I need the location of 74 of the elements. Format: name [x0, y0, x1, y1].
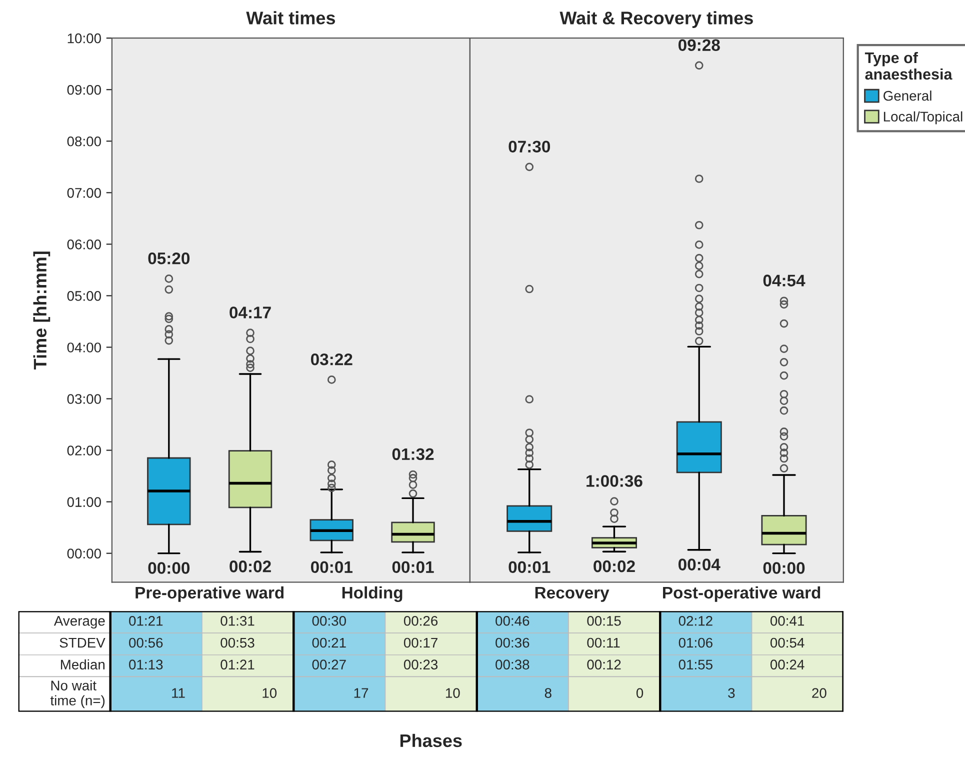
- y-axis-title: Time [hh:mm]: [33, 252, 50, 370]
- text: 00:38: [496, 660, 530, 670]
- text: 00:46: [496, 616, 530, 626]
- text: 00:15: [587, 616, 621, 626]
- chart-title: Wait & Recovery times: [560, 11, 753, 28]
- annotation: 1:00:36: [586, 475, 642, 487]
- text: 00:17: [404, 638, 438, 648]
- legend-label: General: [884, 90, 932, 101]
- y-tick-label: 10:00: [68, 33, 101, 44]
- text: 0: [636, 688, 644, 698]
- text: 01:06: [678, 638, 712, 648]
- y-tick-label: 00:00: [67, 548, 101, 558]
- text: 10: [446, 688, 460, 698]
- y-tick-label: 08:00: [67, 136, 101, 146]
- text: 17: [354, 688, 368, 698]
- annotation: 00:00: [763, 562, 805, 574]
- text: 00:21: [312, 638, 346, 648]
- text: 00:26: [404, 616, 438, 626]
- annotation: 05:20: [148, 252, 190, 264]
- text: 01:21: [129, 616, 163, 626]
- x-tick-label: Pre-operative ward: [136, 586, 284, 602]
- x-tick-label: Recovery: [535, 586, 610, 602]
- annotation: 04:54: [763, 274, 806, 286]
- text: 01:13: [129, 660, 163, 670]
- text: 10: [262, 688, 277, 698]
- category-label: Median: [60, 659, 104, 670]
- legend-label: Local/Topical: [884, 111, 962, 124]
- text: 01:55: [678, 660, 712, 670]
- text: 02:12: [678, 616, 712, 626]
- text: 3: [728, 688, 735, 698]
- annotation: 07:30: [508, 140, 550, 153]
- text: 8: [544, 688, 552, 698]
- y-tick-label: 02:00: [67, 446, 101, 456]
- annotation: 01:32: [392, 448, 434, 460]
- annotation: 00:02: [230, 560, 271, 572]
- y-tick-label: 05:00: [67, 291, 101, 301]
- annotation: 00:02: [594, 560, 635, 572]
- x-tick-label: Holding: [342, 586, 402, 602]
- text: Phases: [400, 734, 462, 748]
- annotation: 04:17: [230, 306, 271, 318]
- y-tick-label: 04:00: [67, 342, 101, 352]
- text: 01:21: [220, 660, 254, 670]
- annotation: 00:01: [392, 561, 434, 574]
- y-tick-label: 07:00: [67, 188, 101, 198]
- y-tick-label: 09:00: [67, 84, 101, 95]
- text: 00:23: [404, 660, 438, 670]
- text: 00:11: [587, 638, 620, 648]
- annotation: 00:01: [310, 561, 352, 574]
- annotation: 00:01: [508, 561, 550, 574]
- text: 00:53: [220, 638, 254, 648]
- category-label: No wait time (n=): [50, 680, 105, 708]
- text: 00:12: [587, 660, 621, 670]
- legend-title: Type of anaesthesia: [864, 52, 952, 80]
- text: 20: [812, 688, 826, 698]
- text: 00:41: [770, 616, 804, 626]
- category-label: STDEV: [60, 638, 106, 648]
- category-label: Average: [54, 616, 105, 629]
- text: 00:30: [312, 616, 346, 626]
- text: 00:27: [312, 660, 346, 670]
- text: 11: [172, 688, 185, 698]
- y-tick-label: 03:00: [67, 394, 101, 404]
- text: 00:54: [770, 638, 804, 648]
- chart-title: Wait times: [246, 11, 336, 24]
- annotation: 03:22: [310, 353, 352, 366]
- y-tick-label: 06:00: [67, 240, 101, 250]
- text: 00:36: [496, 638, 530, 648]
- annotation: 09:28: [678, 39, 720, 51]
- y-tick-label: 01:00: [67, 497, 101, 507]
- text: 01:31: [220, 616, 254, 626]
- x-tick-label: Post-operative ward: [663, 586, 820, 602]
- annotation: 00:00: [148, 562, 190, 574]
- text: 00:24: [770, 660, 804, 670]
- text: 00:56: [129, 638, 163, 648]
- annotation: 00:04: [678, 558, 720, 570]
